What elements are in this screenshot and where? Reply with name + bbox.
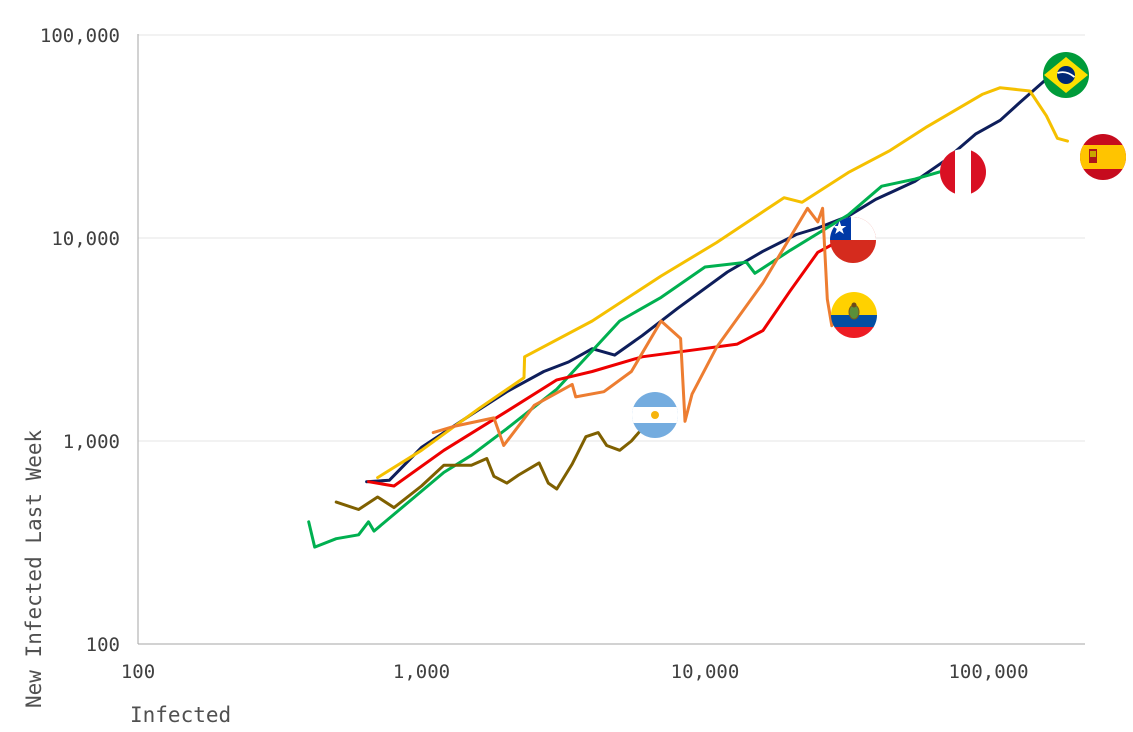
series-line-4: [367, 241, 838, 488]
argentina-flag-icon: [632, 392, 678, 438]
ecuador-flag-icon: [831, 292, 877, 338]
series-line-5: [431, 206, 854, 447]
y-axis-title: New Infected Last Week: [22, 429, 46, 708]
x-axis-title: Infected: [130, 703, 231, 727]
x-tick-label: 100,000: [948, 661, 1028, 683]
series-line-3: [307, 169, 947, 549]
y-tick-label: 10,000: [51, 228, 120, 250]
spain-flag-icon: [1080, 134, 1126, 180]
gridlines: [138, 34, 1085, 442]
y-axis-ticks: 100 1,000 10,000 100,000: [40, 25, 120, 656]
series-line-6: [334, 427, 644, 511]
x-tick-label: 10,000: [671, 661, 740, 683]
brazil-flag-icon: [1043, 52, 1089, 98]
y-tick-label: 100,000: [40, 25, 120, 47]
x-tick-label: 1,000: [393, 661, 450, 683]
series-layer: [307, 74, 1069, 549]
x-tick-label: 100: [121, 661, 155, 683]
peru-flag-icon: [940, 149, 986, 195]
chile-flag-icon: [830, 217, 876, 263]
y-tick-label: 1,000: [63, 431, 120, 453]
y-tick-label: 100: [86, 634, 120, 656]
x-axis-ticks: 100 1,000 10,000 100,000: [121, 661, 1029, 683]
series-line-2: [376, 86, 1069, 480]
series-line-1: [365, 74, 1052, 484]
